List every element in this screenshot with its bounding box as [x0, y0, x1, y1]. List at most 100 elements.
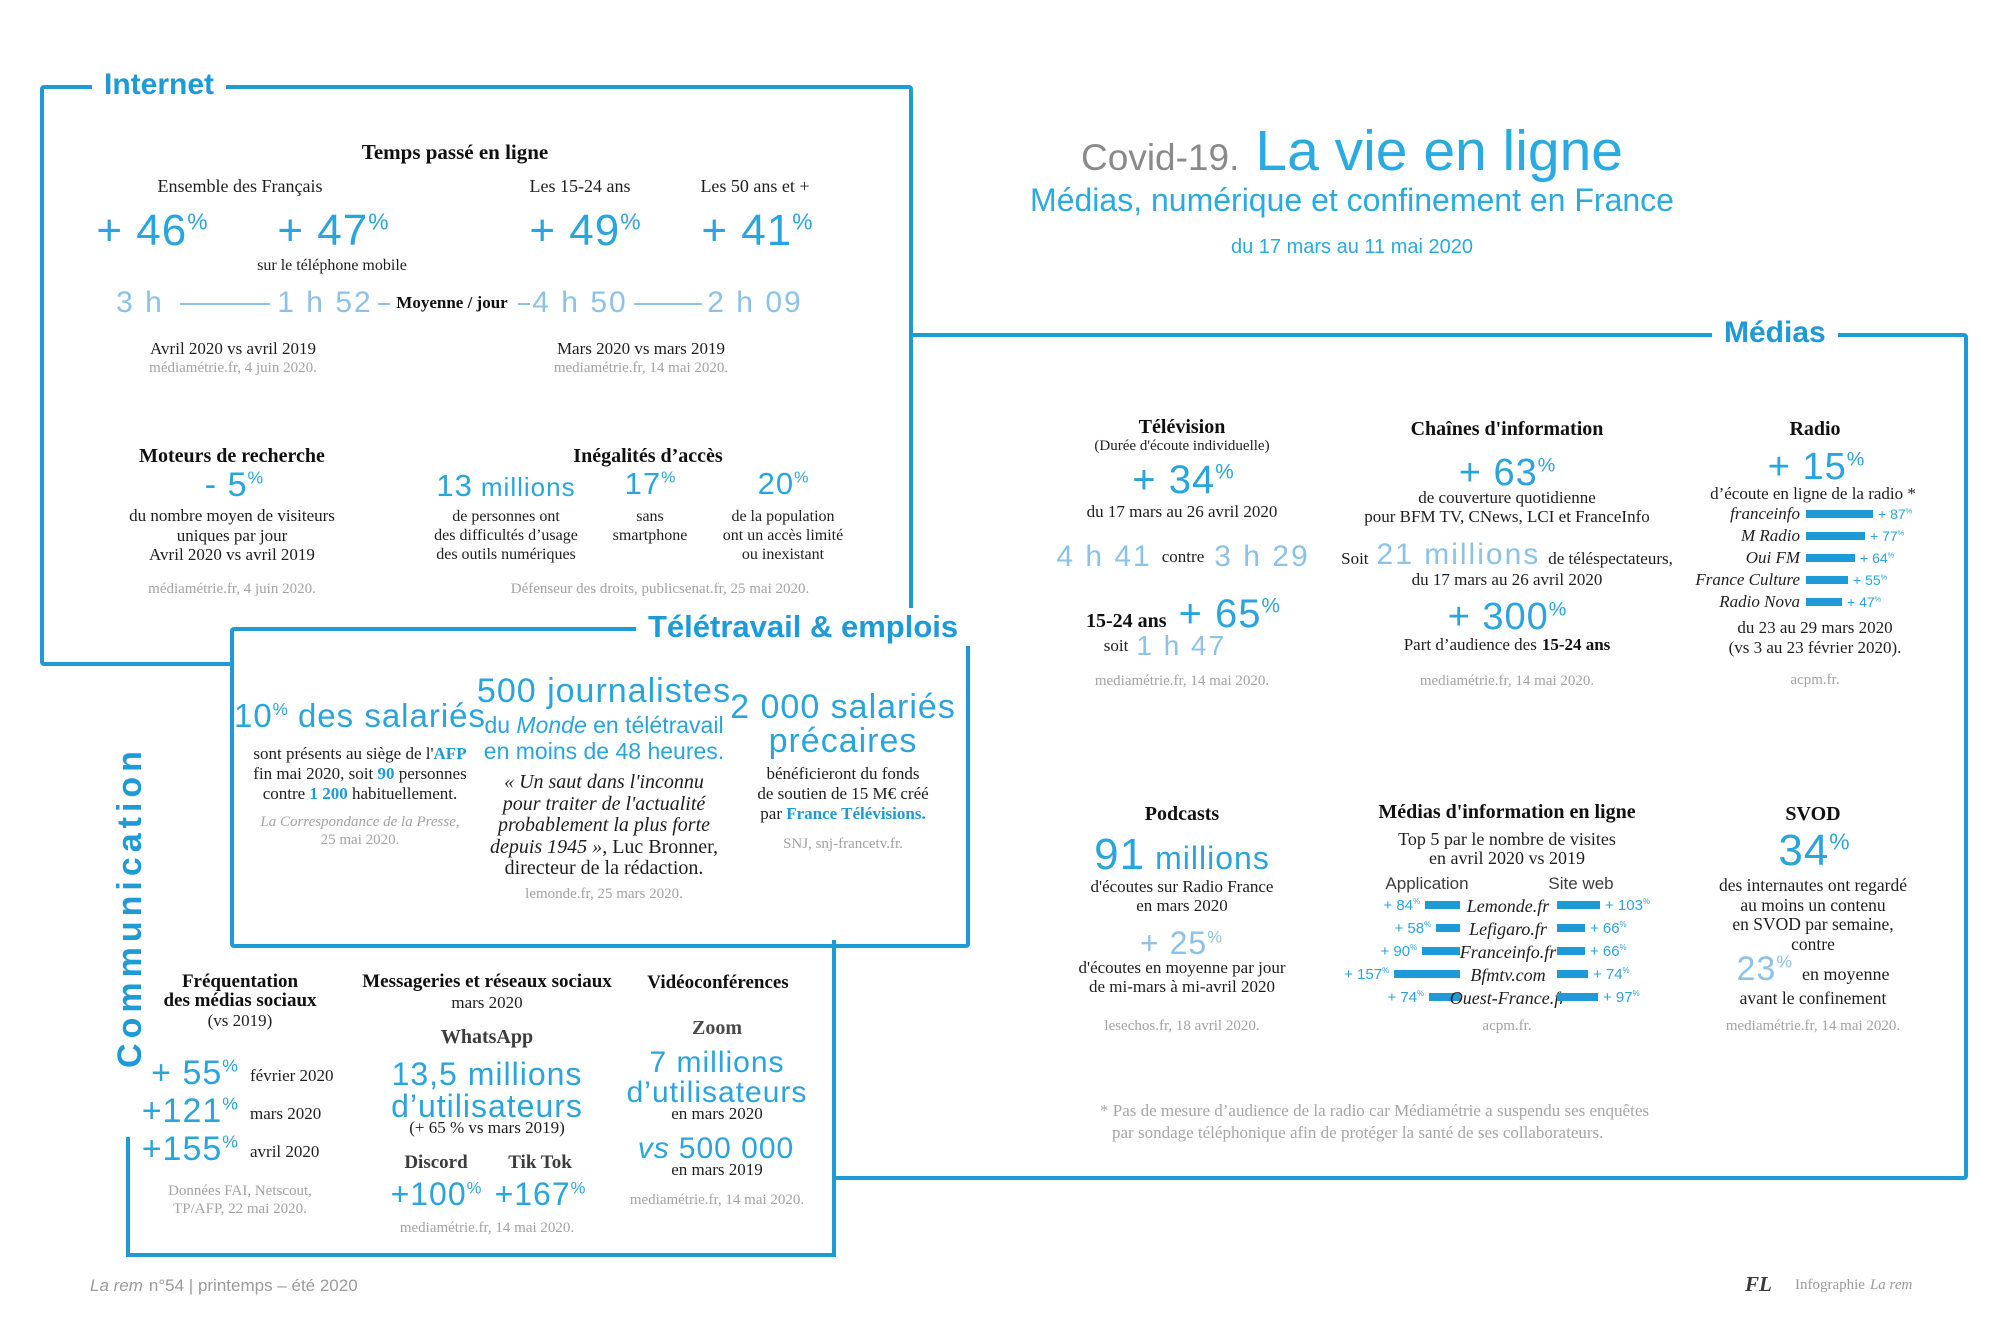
quote-line: directeur de la rédaction.: [504, 857, 704, 879]
stat-time-senior: + 41%: [701, 206, 812, 256]
app-value: + 90%: [1380, 943, 1417, 960]
duration-before: 3 h 29: [1214, 540, 1310, 573]
newschannels-heading: Chaînes d'information: [1410, 418, 1604, 440]
emphasis: AFP: [433, 744, 467, 763]
text: contre: [262, 784, 310, 803]
connector-line: [518, 303, 530, 305]
value: 10: [233, 697, 273, 734]
text: Part d’audience des: [1403, 635, 1537, 654]
radio-bar-value: + 77%: [1870, 528, 1904, 544]
communication-section-label: Communication: [111, 746, 149, 1068]
svod-source: mediamétrie.fr, 14 mai 2020.: [1725, 1018, 1901, 1034]
social-source-1: Données FAI, Netscout,: [168, 1183, 312, 1199]
teletravail-section-label: Télétravail & emplois: [636, 608, 971, 646]
social-stat-value: + 55%: [151, 1054, 238, 1093]
app-bar: [1436, 924, 1460, 932]
viewers-caption: de téléspectateurs,: [1548, 549, 1673, 568]
quote-line: « Un saut dans l'inconnu: [504, 771, 704, 793]
medias-section-label: Médias: [1712, 314, 1838, 352]
discord-label: Discord: [404, 1152, 468, 1173]
text: par: [760, 804, 787, 823]
onlinenews-row: + 74% Ouest-France.fr + 97%: [1360, 988, 1660, 1008]
percent-sign: %: [1776, 951, 1793, 972]
stat-zoom-before: vs 500 000: [638, 1132, 794, 1166]
social-stat-value: +121%: [142, 1092, 238, 1131]
value: + 15: [1767, 446, 1847, 488]
social-stat-label: février 2020: [250, 1066, 334, 1085]
app-bar: [1394, 970, 1460, 978]
value: + 46: [96, 206, 188, 255]
stat-whatsapp-1: 13,5 millions: [391, 1056, 583, 1092]
value: + 64: [1860, 550, 1888, 566]
value: + 58: [1394, 919, 1425, 937]
tv-youth-stat: 15-24 ans + 65%: [1086, 592, 1280, 637]
value: 34: [1778, 826, 1830, 875]
text: personnes: [394, 764, 467, 783]
lemonde-sub-1: du Monde en télétravail: [484, 712, 723, 739]
web-stat: + 97%: [1557, 988, 1727, 1006]
percent-sign: %: [1619, 942, 1627, 952]
caption-line: des difficultés d’usage: [434, 527, 578, 544]
value: + 87: [1878, 506, 1906, 522]
svod-caption: des internautes ont regardé au moins un …: [1719, 875, 1907, 954]
zoom-period-2: en mars 2019: [671, 1160, 763, 1179]
value: + 157: [1344, 965, 1383, 983]
social-heading-3: (vs 2019): [207, 1011, 273, 1030]
radio-source: acpm.fr.: [1790, 672, 1840, 688]
percent-sign: %: [222, 1055, 238, 1076]
percent-sign: %: [1874, 594, 1882, 604]
percent-sign: %: [1548, 598, 1567, 621]
stat-time-mobile: + 47%: [277, 206, 388, 256]
time-value-mobile: 1 h 52: [277, 286, 373, 319]
text: sont présents au siège de l': [253, 744, 434, 763]
app-stat: + 58%: [1315, 919, 1460, 937]
radio-bar: [1806, 510, 1873, 518]
text: fin mai 2020, soit: [253, 764, 378, 783]
value: + 55: [151, 1054, 223, 1092]
app-bar: [1422, 947, 1460, 955]
value-group: 23%: [1736, 950, 1792, 989]
page-title: Covid-19. La vie en ligne: [1081, 118, 1623, 184]
edition-info: n°54 | printemps – été 2020: [148, 1276, 358, 1295]
value: +121: [141, 1092, 223, 1130]
web-value: + 74%: [1593, 966, 1630, 983]
web-stat: + 103%: [1557, 896, 1727, 914]
value: 20: [757, 466, 795, 501]
tv-heading: Télévision: [1138, 416, 1226, 438]
value: + 63: [1458, 452, 1538, 494]
percent-sign: %: [620, 208, 641, 235]
radio-station-label: M Radio: [1740, 526, 1800, 545]
percent-sign: %: [272, 699, 288, 719]
communication-border-bottom: [126, 1253, 836, 1257]
caption-line: de personnes ont: [452, 508, 560, 525]
time-value-all: 3 h: [116, 286, 164, 319]
value: 91: [1094, 830, 1146, 879]
newschannels-viewers: Soit 21 millions de téléspectateurs,: [1341, 538, 1673, 572]
text: habituellement.: [347, 784, 458, 803]
value: + 41: [701, 206, 793, 255]
app-stat: + 90%: [1315, 942, 1460, 960]
value: + 74: [1387, 988, 1418, 1006]
app-value: + 84%: [1383, 897, 1420, 914]
versus-word: contre: [1161, 547, 1205, 566]
onlinenews-row: + 84% Lemonde.fr + 103%: [1360, 896, 1660, 916]
radio-caption: d’écoute en ligne de la radio *: [1710, 484, 1916, 503]
emphasis: 15-24 ans: [1541, 635, 1611, 654]
caption-line: bénéficieront du fonds: [766, 764, 920, 783]
text: du: [484, 712, 517, 738]
stat-podcasts: 91 millions: [1094, 830, 1270, 880]
stat-access-millions: 13 millions: [436, 468, 575, 504]
newschannels-caption-1: de couverture quotidienne: [1418, 488, 1596, 507]
percent-sign: %: [1622, 965, 1630, 975]
text: des salariés: [297, 697, 487, 734]
value: +155: [141, 1130, 223, 1168]
value: 23: [1736, 950, 1777, 988]
search-caption: du nombre moyen de visiteurs uniques par…: [129, 506, 335, 565]
radio-bar-row: franceinfo + 87%: [1662, 504, 1962, 523]
caption-line: fin mai 2020, soit 90 personnes: [253, 764, 466, 784]
stat-tv: + 34%: [1132, 458, 1233, 503]
stat-newschannels: + 63%: [1459, 452, 1556, 495]
value: + 74: [1593, 965, 1623, 983]
value: + 77: [1870, 528, 1898, 544]
web-stat: + 74%: [1557, 965, 1727, 983]
